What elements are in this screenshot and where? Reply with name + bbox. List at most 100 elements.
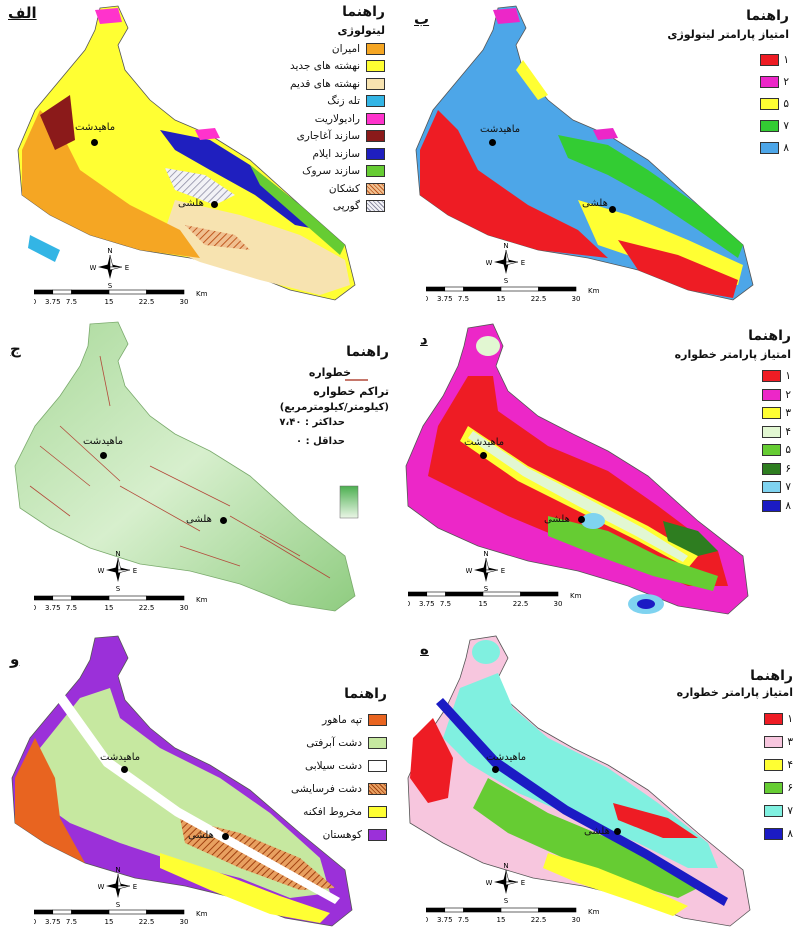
zone-score-2 [493, 8, 520, 24]
scale-segment [146, 909, 185, 915]
fault-line [29, 485, 71, 517]
legend-item: ۱ [661, 367, 791, 386]
legend-item: ۸ [663, 822, 793, 845]
zone-score-4 [468, 431, 688, 562]
zone-score-8 [436, 698, 728, 906]
scale-tick-label: 0 [34, 918, 36, 926]
city-label-halashi: هلشی [544, 514, 570, 525]
fault-line [59, 425, 121, 482]
city-marker-halashi [614, 828, 621, 835]
legend-item: ۵ [661, 441, 791, 460]
scale-tick-label: 7.5 [458, 916, 469, 924]
zone-radiolarite [95, 8, 122, 24]
scale-tick-label: 22.5 [531, 916, 547, 924]
scale-tick-label: 22.5 [139, 918, 155, 926]
compass-e: E [501, 567, 505, 575]
scale-tick-label: 30 [180, 604, 189, 612]
scale-segment [444, 907, 464, 913]
legend-item: سازند سروک [255, 163, 385, 181]
panel-letter: الف [8, 4, 37, 22]
compass-n: N [503, 242, 508, 250]
legend-swatch [762, 481, 782, 494]
panel-lineament-density: ج ماهیدشت هلشی راهنما خطواره تراکم خطوار… [0, 316, 397, 630]
legend-swatch [366, 42, 385, 55]
scale-segment [538, 907, 577, 913]
zone-score-5 [516, 60, 548, 100]
city-label-halashi: هلشی [186, 514, 212, 525]
compass-w: W [98, 567, 105, 575]
legend-swatch [366, 130, 385, 143]
legend-swatch [368, 782, 387, 795]
zone-score-6 [473, 778, 698, 898]
panel-lineament-score-2: ه ماهیدشت هلشی راهنما امتیاز پارامتر خطو… [398, 628, 795, 942]
legend-item: تله زنگ [255, 93, 385, 111]
fault-line [119, 485, 201, 532]
legend-swatch [760, 76, 780, 88]
zone-score-1 [410, 718, 453, 803]
legend-item: ۱ [663, 707, 793, 730]
legend: راهنما امتیاز پارامتر خطواره ۱ ۳ ۴ ۶ ۷ ۸ [663, 668, 793, 845]
scale-segment [52, 909, 72, 915]
legend-swatch [366, 77, 385, 90]
scale-segment [538, 286, 577, 292]
city-label-mahidasht: ماهیدشت [464, 437, 505, 448]
compass-n: N [107, 247, 112, 255]
scale-segment [500, 286, 539, 292]
zone-score-6 [663, 521, 718, 556]
legend-swatch [366, 165, 385, 178]
legend-swatch [368, 759, 387, 772]
scale-segment [463, 907, 502, 913]
scale-tick-label: 22.5 [531, 295, 547, 303]
lineament-density-map [14, 321, 368, 612]
zone-flood-plain [52, 688, 340, 904]
scale-tick-label: 7.5 [458, 295, 469, 303]
city-label-halashi: هلشی [178, 198, 204, 209]
city-label-mahidasht: ماهیدشت [100, 752, 141, 763]
scale-bar: 0 3.75 7.5 15 22.5 30 Km [32, 908, 234, 934]
legend-swatch [366, 200, 385, 213]
legend-item: ۴ [661, 423, 791, 442]
scale-tick-label: 15 [479, 600, 488, 608]
scale-segment [71, 595, 110, 601]
city-marker-mahidasht [91, 139, 98, 146]
zone-radiolarite [195, 128, 220, 140]
legend-item: امیران [255, 40, 385, 58]
fault-line [99, 355, 111, 407]
compass-w: W [486, 879, 493, 887]
scale-segment [407, 591, 428, 597]
scale-tick-label: 0 [408, 600, 410, 608]
compass-e: E [133, 567, 137, 575]
compass-s: S [504, 897, 509, 904]
legend-swatch [762, 444, 782, 457]
scale-tick-label: 0 [34, 298, 36, 306]
legend-swatch [762, 499, 782, 512]
scale-segment [108, 289, 147, 295]
legend-item: ۸ [649, 137, 789, 159]
scale-unit-label: Km [196, 910, 208, 918]
legend-item: ۲ [649, 71, 789, 93]
city-label-mahidasht: ماهیدشت [486, 752, 527, 763]
city-label-mahidasht: ماهیدشت [75, 122, 116, 133]
legend-title: راهنما [748, 328, 791, 344]
legend-item: گورپی [255, 198, 385, 216]
legend-item: دشت سیلابی [267, 754, 387, 777]
city-marker-mahidasht [100, 452, 107, 459]
scale-tick-label: 22.5 [139, 604, 155, 612]
legend-title: راهنما [342, 4, 385, 20]
legend: راهنما امتیاز پارامتر خطواره ۱ ۲ ۳ ۴ ۵ ۶… [661, 328, 791, 515]
scale-unit-label: Km [588, 287, 600, 295]
compass-s: S [116, 585, 121, 592]
legend-swatch [366, 112, 385, 125]
scale-segment [108, 909, 147, 915]
zone-score-7 [558, 135, 743, 258]
landform-map [11, 635, 353, 927]
legend-item: ۲ [661, 386, 791, 405]
legend-swatch [366, 147, 385, 160]
north-arrow-icon: N S W E [486, 860, 526, 908]
scale-tick-label: 30 [180, 298, 189, 306]
zone-telezang [28, 235, 60, 262]
legend-item: ۳ [661, 404, 791, 423]
scale-tick-label: 0 [426, 295, 428, 303]
scale-segment [71, 289, 110, 295]
legend-item: ۶ [661, 460, 791, 479]
